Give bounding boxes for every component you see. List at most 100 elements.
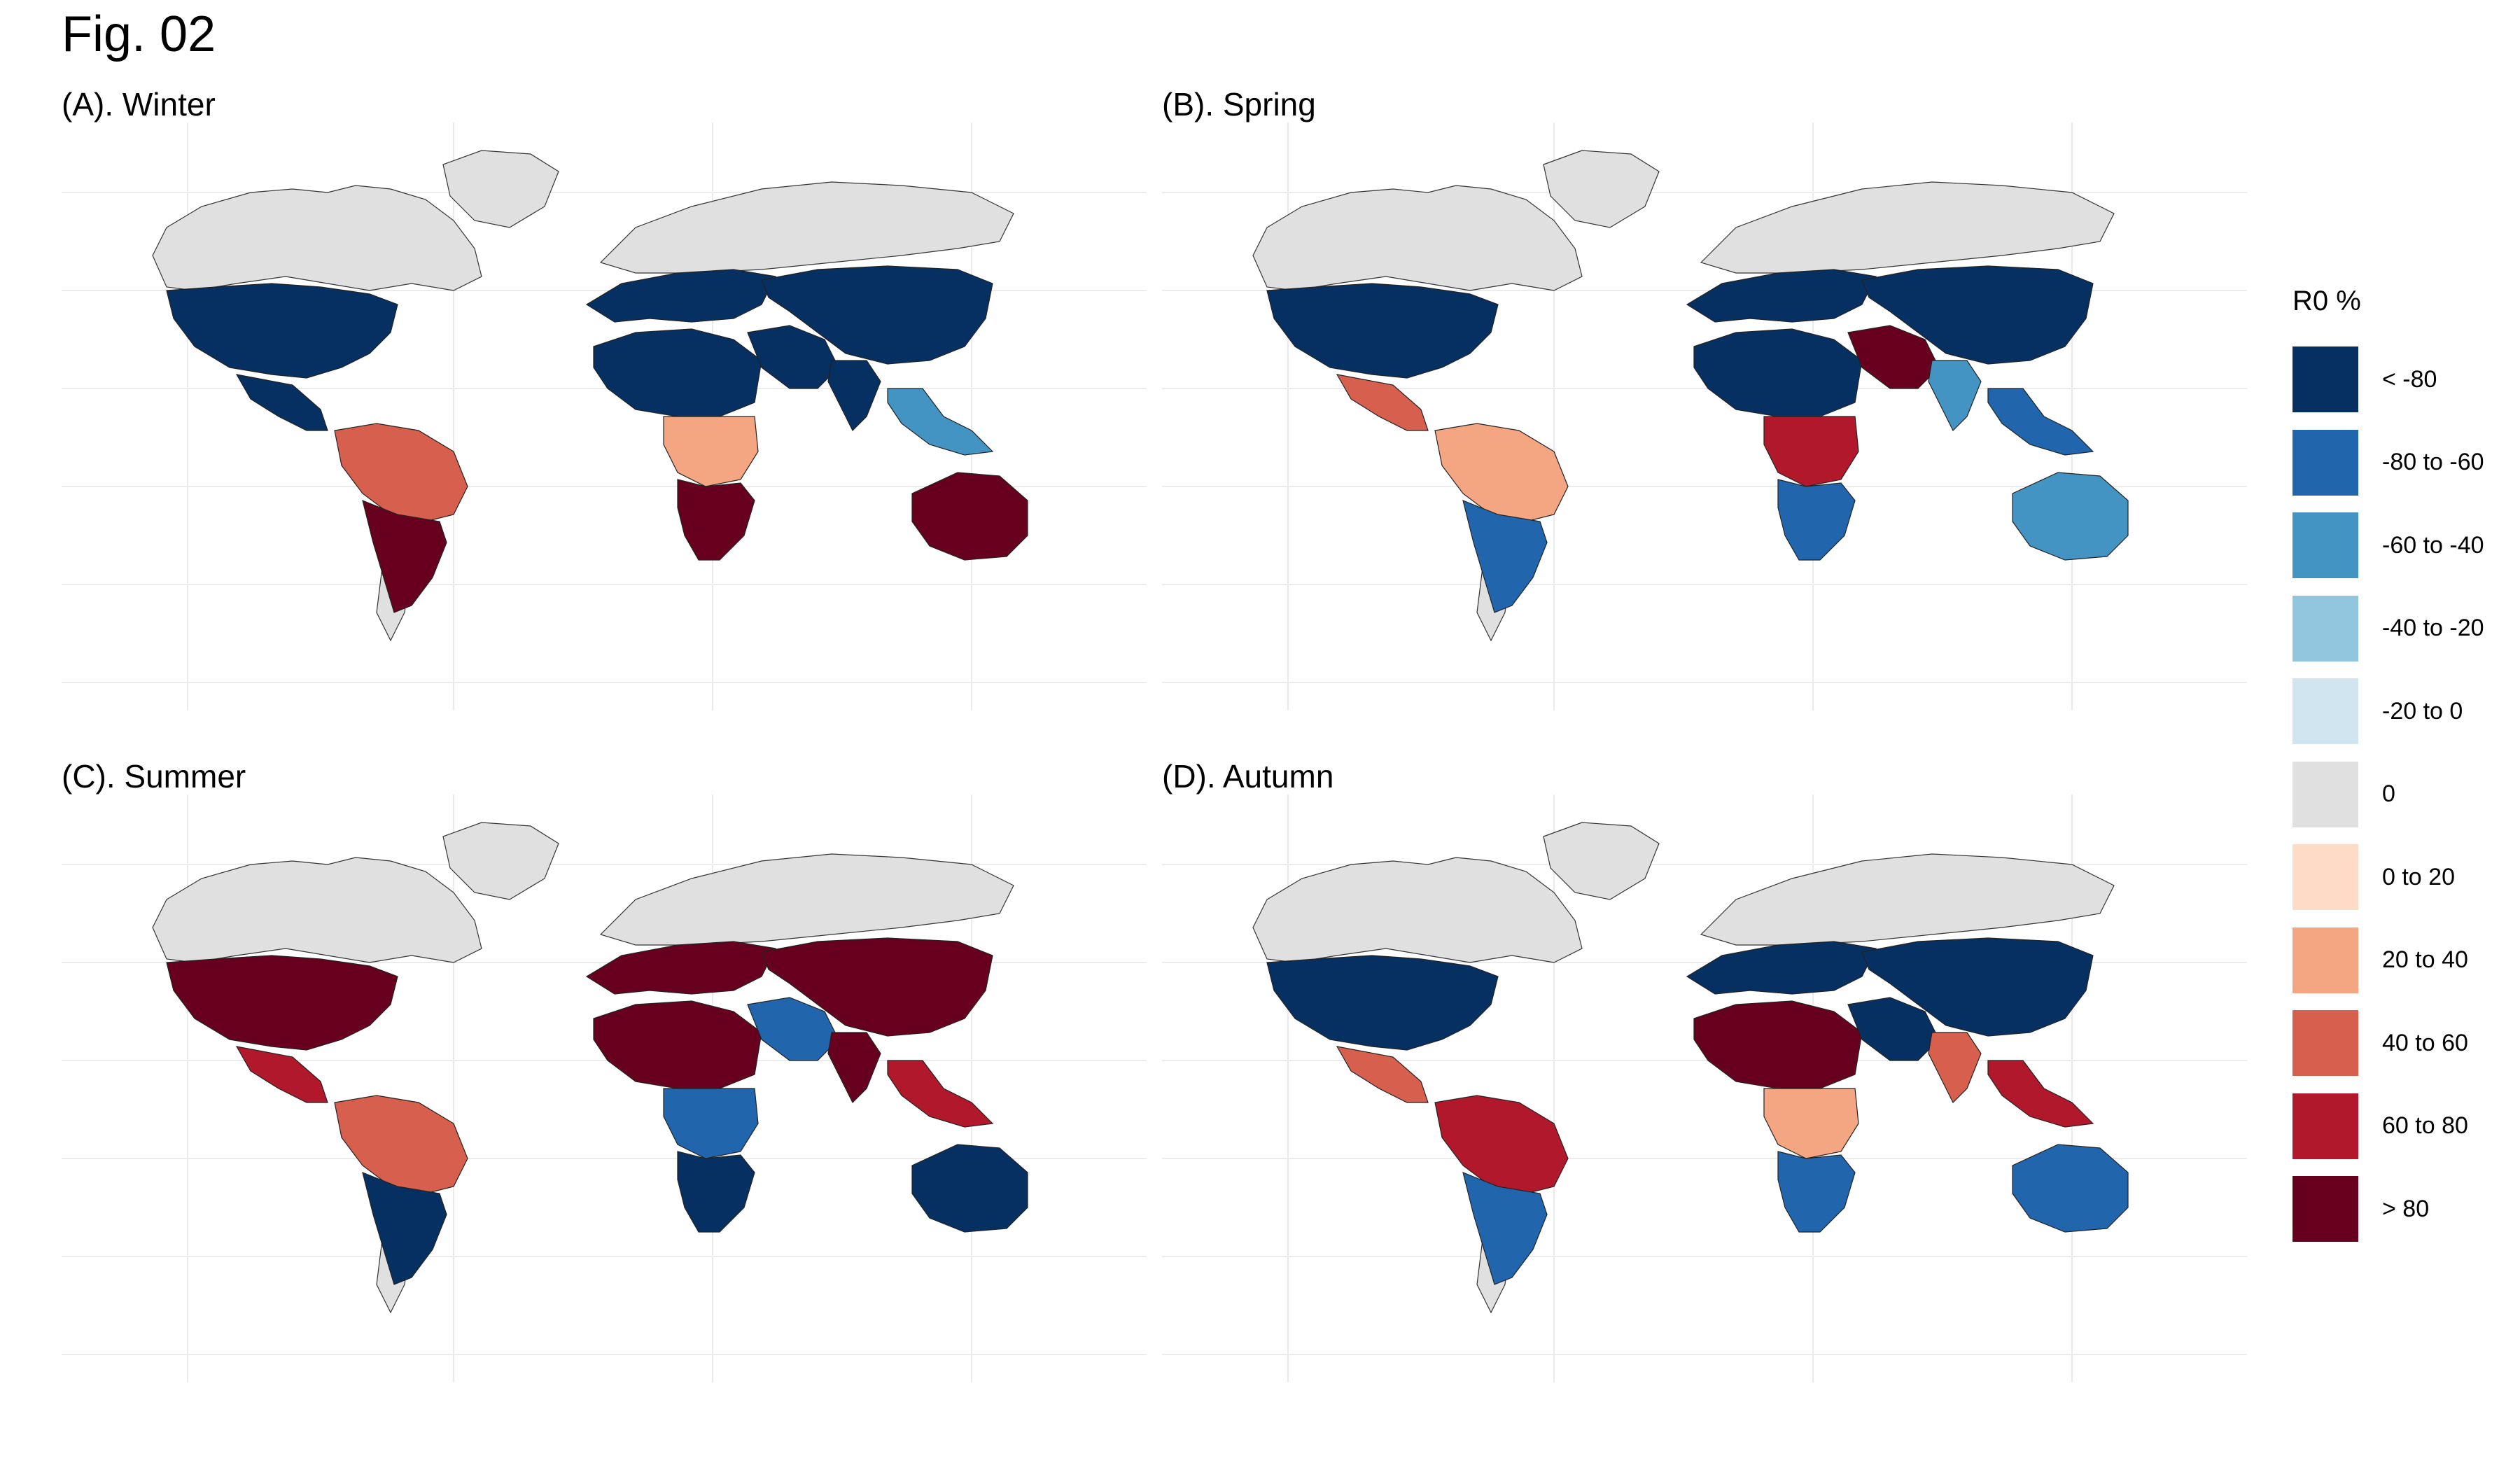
region-af_n <box>1693 1000 1863 1089</box>
figure-title: Fig. 02 <box>62 6 216 62</box>
region-af_n <box>1693 328 1863 417</box>
legend-label: -60 to -40 <box>2382 531 2484 559</box>
land-unchanged <box>1252 857 1583 963</box>
region-me <box>747 325 839 389</box>
region-sea <box>1987 1060 2094 1128</box>
region-af_c <box>663 1088 759 1159</box>
region-ca <box>1336 1046 1429 1103</box>
region-eu <box>1686 269 1877 323</box>
region-in <box>827 1032 881 1104</box>
legend-item: -20 to 0 <box>2292 670 2484 753</box>
legend-swatch <box>2292 429 2358 496</box>
region-sa_s <box>1462 1172 1548 1285</box>
land-unchanged <box>442 822 559 900</box>
region-eu <box>585 941 776 995</box>
legend-item: < -80 <box>2292 338 2484 421</box>
legend-items: < -80 -80 to -60 -60 to -40 -40 to -20 -20 t… <box>2292 338 2484 1251</box>
legend-swatch <box>2292 761 2358 827</box>
legend-swatch <box>2292 346 2358 413</box>
land-unchanged <box>1252 185 1583 291</box>
land-unchanged <box>152 857 482 963</box>
map-panel-spring <box>1162 122 2247 710</box>
region-sa_s <box>362 500 447 613</box>
map-panel-autumn <box>1162 794 2247 1382</box>
region-in <box>1928 1032 1982 1104</box>
legend-item: 60 to 80 <box>2292 1085 2484 1168</box>
legend-swatch <box>2292 1010 2358 1077</box>
region-asia <box>1861 937 2094 1037</box>
map-panel-summer <box>62 794 1147 1382</box>
region-ca <box>235 1046 328 1103</box>
legend-label: 60 to 80 <box>2382 1112 2468 1140</box>
legend-item: -60 to -40 <box>2292 504 2484 587</box>
region-sea <box>887 1060 994 1128</box>
region-af_s <box>1777 1151 1856 1233</box>
land-unchanged <box>599 181 1014 274</box>
region-af_c <box>663 416 759 487</box>
map-panel-winter <box>62 122 1147 710</box>
region-sea <box>887 388 994 456</box>
land-unchanged <box>442 150 559 228</box>
region-asia <box>761 937 993 1037</box>
land-unchanged <box>1700 853 2115 946</box>
region-asia <box>761 265 993 365</box>
legend-swatch <box>2292 1176 2358 1242</box>
region-me <box>1847 997 1940 1061</box>
panel-title-autumn: (D). Autumn <box>1162 758 1334 794</box>
legend-label: 0 <box>2382 780 2395 808</box>
legend-item: 0 <box>2292 753 2484 836</box>
region-au <box>911 1144 1028 1233</box>
region-sa_s <box>362 1172 447 1285</box>
legend-swatch <box>2292 1093 2358 1159</box>
region-af_s <box>1777 479 1856 561</box>
land-unchanged <box>599 853 1014 946</box>
legend-item: 20 to 40 <box>2292 919 2484 1002</box>
legend-label: -80 to -60 <box>2382 449 2484 476</box>
region-eu <box>585 269 776 323</box>
region-af_n <box>593 1000 762 1089</box>
legend-swatch <box>2292 844 2358 911</box>
land-unchanged <box>152 185 482 291</box>
region-in <box>1928 360 1982 432</box>
legend-label: 0 to 20 <box>2382 863 2455 890</box>
region-sea <box>1987 388 2094 456</box>
region-na <box>1266 955 1499 1051</box>
region-af_s <box>677 1151 755 1233</box>
land-unchanged <box>1700 181 2115 274</box>
legend-item: > 80 <box>2292 1168 2484 1251</box>
region-na <box>1266 283 1499 379</box>
region-sa_n <box>334 423 468 522</box>
legend-swatch <box>2292 678 2358 745</box>
legend-label: 40 to 60 <box>2382 1029 2468 1056</box>
land-unchanged <box>1543 822 1660 900</box>
region-ca <box>235 374 328 431</box>
region-au <box>2012 1144 2129 1233</box>
legend-label: > 80 <box>2382 1195 2430 1222</box>
region-ca <box>1336 374 1429 431</box>
region-me <box>747 997 839 1061</box>
panel-title-spring: (B). Spring <box>1162 86 1316 122</box>
region-au <box>911 472 1028 561</box>
region-na <box>166 283 398 379</box>
legend-label: -40 to -20 <box>2382 615 2484 642</box>
region-sa_s <box>1462 500 1548 613</box>
region-na <box>166 955 398 1051</box>
legend-swatch <box>2292 927 2358 993</box>
region-au <box>2012 472 2129 561</box>
region-af_c <box>1763 1088 1859 1159</box>
region-af_c <box>1763 416 1859 487</box>
panel-title-winter: (A). Winter <box>62 86 216 122</box>
legend-item: -80 to -60 <box>2292 421 2484 505</box>
legend: R0 % < -80 -80 to -60 -60 to -40 -40 to -20… <box>2292 286 2484 1251</box>
region-eu <box>1686 941 1877 995</box>
region-sa_n <box>1434 1095 1569 1194</box>
legend-label: -20 to 0 <box>2382 697 2463 724</box>
region-af_n <box>593 328 762 417</box>
legend-swatch <box>2292 595 2358 662</box>
region-asia <box>1861 265 2094 365</box>
region-sa_n <box>334 1095 468 1194</box>
legend-item: -40 to -20 <box>2292 587 2484 671</box>
legend-label: 20 to 40 <box>2382 946 2468 974</box>
panel-title-summer: (C). Summer <box>62 758 246 794</box>
legend-label: < -80 <box>2382 365 2437 393</box>
